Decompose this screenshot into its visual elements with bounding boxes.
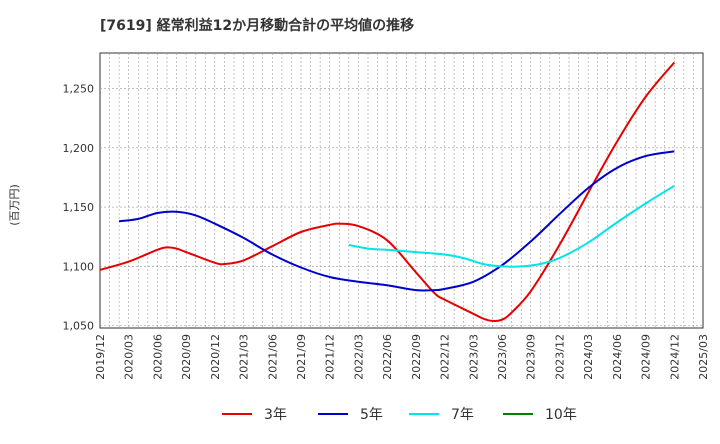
chart-title: [7619] 経常利益12か月移動合計の平均値の推移 — [100, 17, 414, 34]
y-tick-label: 1,100 — [63, 260, 95, 273]
y-tick-label: 1,250 — [63, 83, 95, 96]
y-tick-label: 1,050 — [63, 320, 95, 333]
y-axis-label: (百万円) — [8, 184, 21, 226]
legend-label: 10年 — [545, 407, 577, 423]
x-tick-label: 2023/12 — [553, 334, 566, 380]
x-tick-label: 2022/09 — [410, 334, 423, 380]
x-tick-label: 2024/06 — [611, 334, 624, 380]
x-tick-label: 2023/09 — [525, 334, 538, 380]
x-tick-label: 2020/09 — [180, 334, 193, 380]
legend-label: 7年 — [451, 407, 474, 423]
series-line-7年 — [348, 184, 675, 268]
x-tick-label: 2020/06 — [151, 334, 164, 380]
x-tick-label: 2022/06 — [381, 334, 394, 380]
x-tick-label: 2022/03 — [352, 334, 365, 380]
plot-frame — [99, 52, 704, 329]
x-tick-label: 2021/06 — [266, 334, 279, 380]
x-tick-label: 2020/12 — [209, 334, 222, 380]
x-axis-ticks: 2019/12 2020/03 2020/06 2020/09 2020/12 2021/… — [94, 334, 710, 380]
series-line-3年 — [99, 61, 676, 322]
x-tick-label: 2024/12 — [668, 334, 681, 380]
y-axis-ticks: 1,050 1,100 1,150 1,200 1,250 — [63, 83, 95, 333]
x-tick-label: 2021/12 — [324, 334, 337, 380]
legend: 3年 5年 7年 10年 — [222, 407, 577, 423]
x-tick-label: 2022/12 — [439, 334, 452, 380]
plot-area — [99, 52, 704, 329]
y-tick-label: 1,200 — [63, 142, 95, 155]
x-tick-label: 2020/03 — [123, 334, 136, 380]
series-line-5年 — [118, 150, 675, 292]
series-lines — [99, 61, 676, 322]
x-tick-label: 2021/09 — [295, 334, 308, 380]
legend-label: 5年 — [360, 407, 383, 423]
y-tick-label: 1,150 — [63, 201, 95, 214]
x-tick-label: 2024/09 — [640, 334, 653, 380]
legend-label: 3年 — [264, 407, 287, 423]
x-tick-label: 2023/03 — [467, 334, 480, 380]
x-tick-label: 2021/03 — [238, 334, 251, 380]
x-tick-label: 2023/06 — [496, 334, 509, 380]
x-tick-label: 2024/03 — [582, 334, 595, 380]
x-tick-label: 2025/03 — [697, 334, 710, 380]
x-tick-label: 2019/12 — [94, 334, 107, 380]
